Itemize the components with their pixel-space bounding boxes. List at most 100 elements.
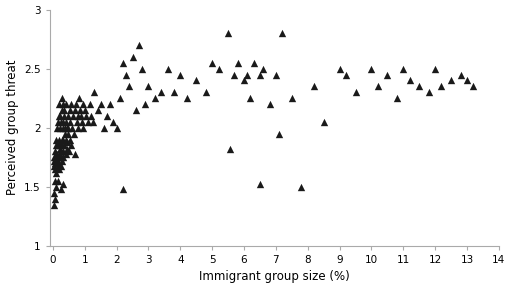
Point [64, 125, 73, 130]
Point [63, 140, 72, 144]
Point [89, 119, 97, 124]
Point [182, 96, 191, 101]
Point [69, 131, 78, 136]
Point [208, 60, 216, 65]
Point [72, 102, 80, 106]
Point [54, 155, 62, 160]
Point [52, 155, 60, 160]
Point [50, 190, 58, 195]
Point [62, 102, 71, 106]
Point [342, 72, 350, 77]
Point [55, 137, 63, 142]
Point [62, 151, 70, 156]
Y-axis label: Perceived group threat: Perceived group threat [6, 60, 18, 195]
Point [58, 119, 66, 124]
Point [57, 137, 65, 142]
Point [56, 114, 64, 118]
Point [63, 114, 72, 118]
Point [54, 143, 62, 148]
Point [259, 66, 267, 71]
Point [57, 149, 65, 154]
Point [119, 187, 127, 191]
Point [399, 66, 407, 71]
Point [125, 84, 133, 89]
Point [230, 72, 239, 77]
Point [164, 66, 172, 71]
Point [55, 102, 63, 106]
Point [53, 151, 61, 156]
Point [383, 72, 391, 77]
Point [336, 66, 344, 71]
Point [240, 78, 248, 83]
Point [56, 147, 64, 151]
Point [52, 137, 60, 142]
Point [256, 182, 264, 187]
Point [59, 137, 67, 142]
Point [128, 55, 136, 59]
Point [393, 96, 401, 101]
Point [100, 125, 108, 130]
Point [97, 102, 105, 106]
Point [456, 72, 464, 77]
Point [59, 149, 67, 154]
Point [62, 147, 71, 151]
Point [73, 119, 81, 124]
Point [59, 125, 67, 130]
Point [54, 179, 62, 183]
Point [56, 151, 64, 156]
Point [76, 108, 84, 112]
Point [53, 158, 61, 163]
Point [447, 78, 455, 83]
Point [141, 102, 149, 106]
Point [234, 60, 242, 65]
Point [55, 161, 63, 166]
Point [192, 78, 200, 83]
Point [66, 137, 74, 142]
Point [50, 163, 58, 168]
Point [79, 102, 87, 106]
Point [68, 114, 77, 118]
Point [297, 184, 306, 189]
Point [319, 119, 328, 124]
Point [202, 90, 210, 95]
Point [278, 31, 286, 36]
Point [226, 147, 234, 151]
Point [68, 125, 76, 130]
Point [58, 155, 66, 160]
Point [374, 84, 382, 89]
Point [176, 72, 184, 77]
Point [50, 158, 58, 163]
Point [425, 90, 433, 95]
Point [90, 90, 99, 95]
Point [60, 114, 68, 118]
Point [67, 143, 76, 148]
Point [52, 170, 60, 175]
Point [52, 184, 60, 189]
Point [145, 84, 153, 89]
Point [79, 125, 87, 130]
Point [51, 149, 59, 154]
Point [243, 72, 251, 77]
Point [65, 149, 73, 154]
Point [71, 151, 79, 156]
Point [58, 182, 66, 187]
Point [57, 108, 65, 112]
Point [122, 72, 130, 77]
Point [87, 114, 95, 118]
Point [51, 196, 59, 201]
Point [55, 114, 63, 118]
Point [58, 143, 66, 148]
Point [437, 84, 446, 89]
Point [272, 72, 280, 77]
Point [288, 96, 296, 101]
Point [106, 102, 114, 106]
Point [62, 119, 70, 124]
Point [55, 140, 63, 144]
Point [415, 84, 423, 89]
Point [246, 96, 254, 101]
Point [53, 125, 61, 130]
Point [84, 119, 92, 124]
Point [132, 108, 140, 112]
Point [57, 187, 65, 191]
Point [50, 155, 58, 160]
